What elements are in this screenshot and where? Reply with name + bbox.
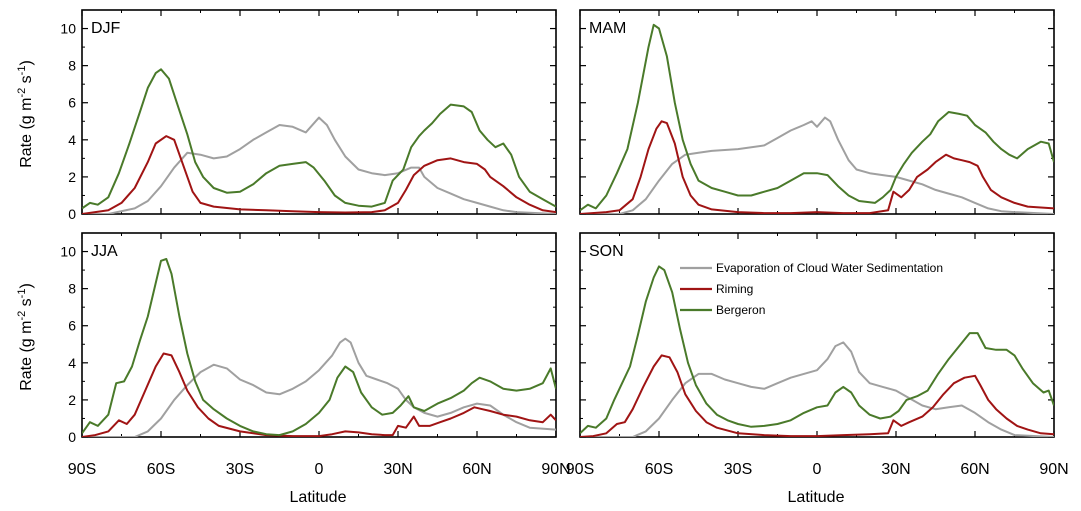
x-tick-label: 60S bbox=[147, 461, 175, 478]
legend: Evaporation of Cloud Water Sedimentation… bbox=[680, 261, 943, 317]
series-line-riming bbox=[82, 135, 556, 214]
series-line-bergeron bbox=[580, 23, 1054, 212]
x-tick-label: 0 bbox=[813, 461, 822, 478]
y-axis-label-part: Rate (g m bbox=[18, 321, 35, 391]
x-tick-label: 0 bbox=[315, 461, 324, 478]
plot-frame bbox=[81, 232, 557, 438]
plot-frame bbox=[81, 9, 557, 215]
series-line-riming bbox=[580, 354, 1054, 437]
x-tick-label: 60N bbox=[462, 461, 491, 478]
legend-label: Riming bbox=[716, 282, 753, 296]
y-tick-label: 6 bbox=[68, 95, 76, 111]
y-axis-label-part: ) bbox=[18, 60, 35, 65]
series-group bbox=[580, 23, 1054, 214]
y-tick-label: 10 bbox=[60, 244, 76, 260]
y-axis-label-part: -2 bbox=[16, 311, 28, 321]
series-line-evaporation-of-cloud-water-sedimentation bbox=[580, 341, 1054, 437]
y-tick-label: 8 bbox=[68, 281, 76, 297]
panels-group: 0 2 4 6 8 10 DJF MAM 0 2 4 6 8 10 90S 60S 30S 0 30N 60N 90N J… bbox=[60, 9, 1069, 478]
panel-title: JJA bbox=[91, 243, 118, 260]
x-tick-label: 90S bbox=[566, 461, 594, 478]
series-line-evaporation-of-cloud-water-sedimentation bbox=[82, 337, 556, 437]
y-tick-label: 4 bbox=[68, 132, 76, 148]
series-line-riming bbox=[82, 352, 556, 437]
y-axis-label-part: s bbox=[18, 75, 35, 87]
legend-label: Bergeron bbox=[716, 303, 765, 317]
y-axis-label-top-text: Rate (g m-2 s-1) bbox=[16, 60, 35, 168]
panel-mam: MAM bbox=[579, 9, 1055, 215]
x-tick-label: 60N bbox=[960, 461, 989, 478]
y-axis-label-bottom-text: Rate (g m-2 s-1) bbox=[16, 283, 35, 391]
series-line-bergeron bbox=[82, 68, 556, 210]
panel-son: 90S 60S 30S 0 30N 60N 90N SON bbox=[566, 232, 1069, 478]
y-axis-label-part: s bbox=[18, 298, 35, 310]
y-tick-label: 10 bbox=[60, 21, 76, 37]
y-tick-label: 2 bbox=[68, 169, 76, 185]
y-axis-label-part: ) bbox=[18, 283, 35, 288]
x-axis-label-right: Latitude bbox=[788, 489, 845, 506]
series-group bbox=[82, 68, 556, 214]
x-tick-label: 30S bbox=[724, 461, 752, 478]
panel-title: DJF bbox=[91, 20, 121, 37]
y-tick-label: 8 bbox=[68, 58, 76, 74]
x-tick-label: 90N bbox=[1039, 461, 1068, 478]
y-axis-label-top: Rate (g m-2 s-1) bbox=[16, 60, 35, 168]
panel-djf: 0 2 4 6 8 10 DJF bbox=[60, 9, 557, 222]
series-line-bergeron bbox=[580, 265, 1054, 435]
x-tick-label: 90S bbox=[68, 461, 96, 478]
y-tick-label: 4 bbox=[68, 355, 76, 371]
series-group bbox=[82, 258, 556, 437]
x-axis-label-left: Latitude bbox=[290, 489, 347, 506]
legend-label: Evaporation of Cloud Water Sedimentation bbox=[716, 261, 943, 275]
x-tick-label: 30N bbox=[383, 461, 412, 478]
y-axis-label-part: -2 bbox=[16, 88, 28, 98]
plot-frame bbox=[579, 9, 1055, 215]
x-tick-label: 90N bbox=[541, 461, 570, 478]
series-line-evaporation-of-cloud-water-sedimentation bbox=[580, 116, 1054, 214]
series-line-evaporation-of-cloud-water-sedimentation bbox=[82, 116, 556, 214]
panel-title: SON bbox=[589, 243, 624, 260]
y-tick-label: 6 bbox=[68, 318, 76, 334]
x-tick-label: 30N bbox=[881, 461, 910, 478]
series-line-bergeron bbox=[82, 258, 556, 437]
y-tick-label: 0 bbox=[68, 206, 76, 222]
x-tick-label: 30S bbox=[226, 461, 254, 478]
x-tick-label: 60S bbox=[645, 461, 673, 478]
y-axis-label-bottom: Rate (g m-2 s-1) bbox=[16, 283, 35, 391]
series-group bbox=[580, 265, 1054, 437]
series-line-riming bbox=[580, 120, 1054, 214]
y-tick-label: 0 bbox=[68, 429, 76, 445]
y-tick-label: 2 bbox=[68, 392, 76, 408]
panel-jja: 0 2 4 6 8 10 90S 60S 30S 0 30N 60N 90N JJA bbox=[60, 232, 571, 478]
y-axis-label-part: Rate (g m bbox=[18, 98, 35, 168]
y-axis-label-part: -1 bbox=[16, 66, 28, 76]
panel-title: MAM bbox=[589, 20, 626, 37]
y-axis-label-part: -1 bbox=[16, 289, 28, 299]
